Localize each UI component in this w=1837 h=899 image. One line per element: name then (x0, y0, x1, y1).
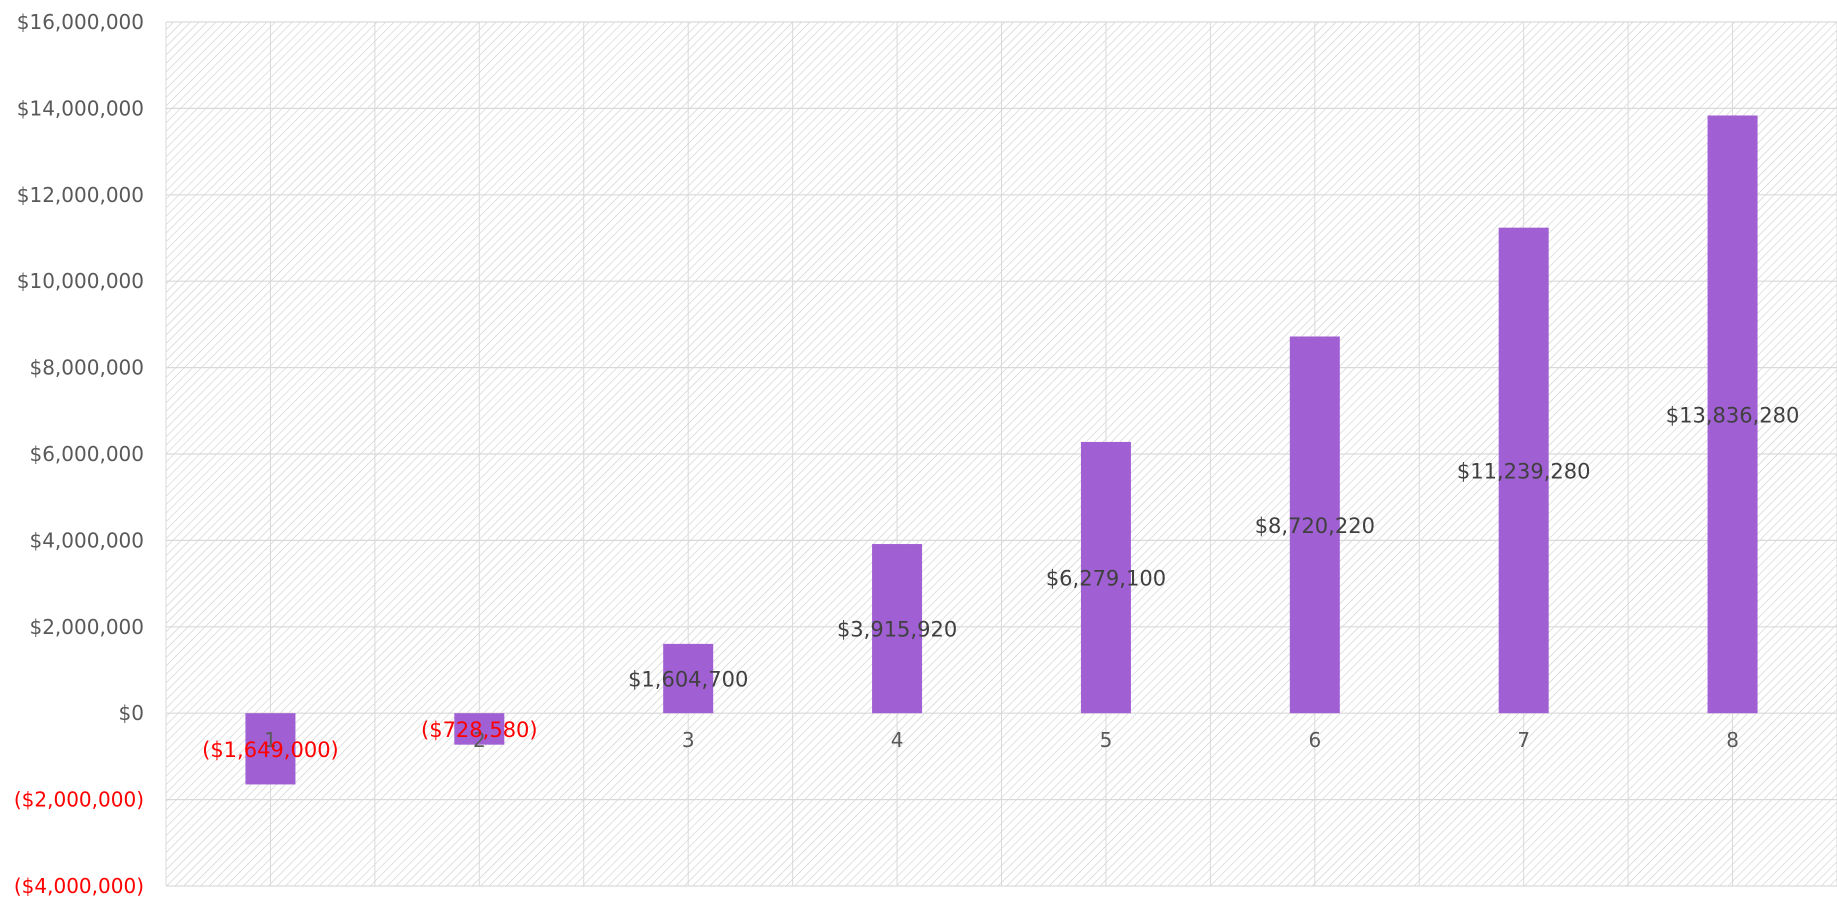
x-tick-label: 7 (1517, 728, 1530, 752)
data-label: $13,836,280 (1666, 403, 1800, 427)
x-tick-label: 4 (891, 728, 904, 752)
bars (245, 115, 1758, 785)
y-tick-label: $10,000,000 (17, 269, 144, 293)
bar-6 (1289, 336, 1340, 714)
x-tick-label: 5 (1100, 728, 1113, 752)
data-label: $8,720,220 (1255, 514, 1375, 538)
y-tick-label: ($2,000,000) (14, 788, 144, 812)
y-tick-label: $16,000,000 (17, 10, 144, 34)
y-tick-label: $4,000,000 (29, 528, 144, 552)
y-tick-label: $8,000,000 (29, 356, 144, 380)
data-label: ($1,649,000) (202, 738, 339, 762)
bar-7 (1498, 227, 1549, 714)
bar-8 (1707, 115, 1758, 714)
x-axis-tick-labels: 1 2 3 4 5 6 7 8 (264, 728, 1739, 752)
bar-4 (872, 544, 923, 714)
data-label: $1,604,700 (628, 668, 748, 692)
data-label: $6,279,100 (1046, 567, 1166, 591)
data-label: $11,239,280 (1457, 459, 1591, 483)
data-label: $3,915,920 (837, 618, 957, 642)
bar-2 (454, 713, 505, 745)
y-tick-label: $6,000,000 (29, 442, 144, 466)
y-tick-label: $12,000,000 (17, 183, 144, 207)
data-labels: ($1,649,000) ($728,580) $1,604,700 $3,915,9… (202, 403, 1799, 761)
x-tick-label: 2 (473, 728, 486, 752)
y-axis-tick-labels: $16,000,000 $14,000,000 $12,000,000 $10,000… (14, 10, 144, 898)
x-tick-label: 6 (1308, 728, 1321, 752)
bar-1 (245, 713, 296, 785)
y-tick-label: $2,000,000 (29, 615, 144, 639)
y-tick-label: $0 (119, 701, 144, 725)
data-label: ($728,580) (421, 718, 538, 742)
y-tick-label: $14,000,000 (17, 96, 144, 120)
bar-5 (1080, 441, 1131, 714)
x-tick-label: 3 (682, 728, 695, 752)
gridlines (165, 21, 1837, 887)
bar-3 (663, 643, 714, 714)
x-tick-label: 8 (1726, 728, 1739, 752)
x-tick-label: 1 (264, 728, 277, 752)
y-tick-label: ($4,000,000) (14, 874, 144, 898)
